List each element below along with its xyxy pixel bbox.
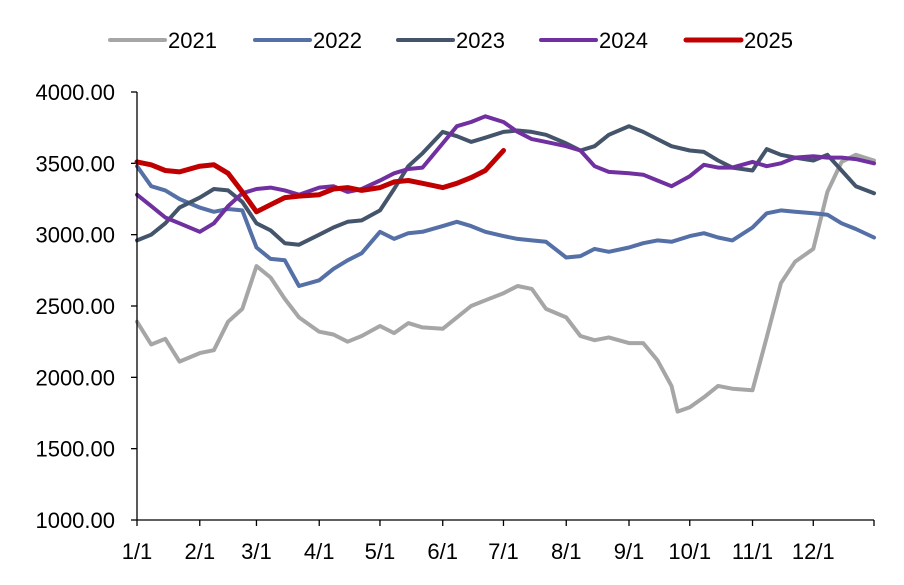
- legend-label-2021: 2021: [168, 28, 217, 53]
- x-tick-label: 8/1: [551, 539, 582, 564]
- legend-label-2024: 2024: [599, 28, 648, 53]
- series-line-2024: [135, 114, 876, 234]
- x-tick-label: 4/1: [304, 539, 335, 564]
- y-tick-label: 1000.00: [35, 508, 115, 533]
- legend-label-2025: 2025: [744, 28, 793, 53]
- x-tick-label: 12/1: [792, 539, 835, 564]
- y-tick-label: 1500.00: [35, 437, 115, 462]
- series-line-2025: [134, 148, 506, 215]
- series-line-2021: [135, 152, 876, 414]
- series-line-2022: [135, 164, 876, 288]
- y-tick-label: 3500.00: [35, 151, 115, 176]
- y-tick-label: 2500.00: [35, 294, 115, 319]
- x-tick-label: 11/1: [732, 539, 773, 564]
- x-tick-label: 10/1: [668, 539, 711, 564]
- y-axis-ticks: 1000.00 1500.00 2000.00 2500.00 3000.00 3500.…: [35, 80, 137, 533]
- x-tick-label: 6/1: [427, 539, 458, 564]
- x-tick-label: 9/1: [614, 539, 645, 564]
- legend-label-2023: 2023: [456, 28, 505, 53]
- legend: 2021 2022 2023 2024 2025: [108, 28, 793, 53]
- legend-label-2022: 2022: [313, 28, 362, 53]
- series-layer: [134, 114, 876, 414]
- series-line-2023: [135, 124, 876, 247]
- y-tick-label: 4000.00: [35, 80, 115, 105]
- x-axis-ticks: 1/1 2/1 3/1 4/1 5/1 6/1 7/1 8/1 9/1 10/1 11/1 12/1: [122, 520, 875, 564]
- x-tick-label: 7/1: [488, 539, 519, 564]
- x-tick-label: 3/1: [241, 539, 272, 564]
- y-tick-label: 3000.00: [35, 223, 115, 248]
- x-tick-label: 1/1: [122, 539, 153, 564]
- x-tick-label: 2/1: [184, 539, 215, 564]
- x-tick-label: 5/1: [365, 539, 396, 564]
- y-tick-label: 2000.00: [35, 365, 115, 390]
